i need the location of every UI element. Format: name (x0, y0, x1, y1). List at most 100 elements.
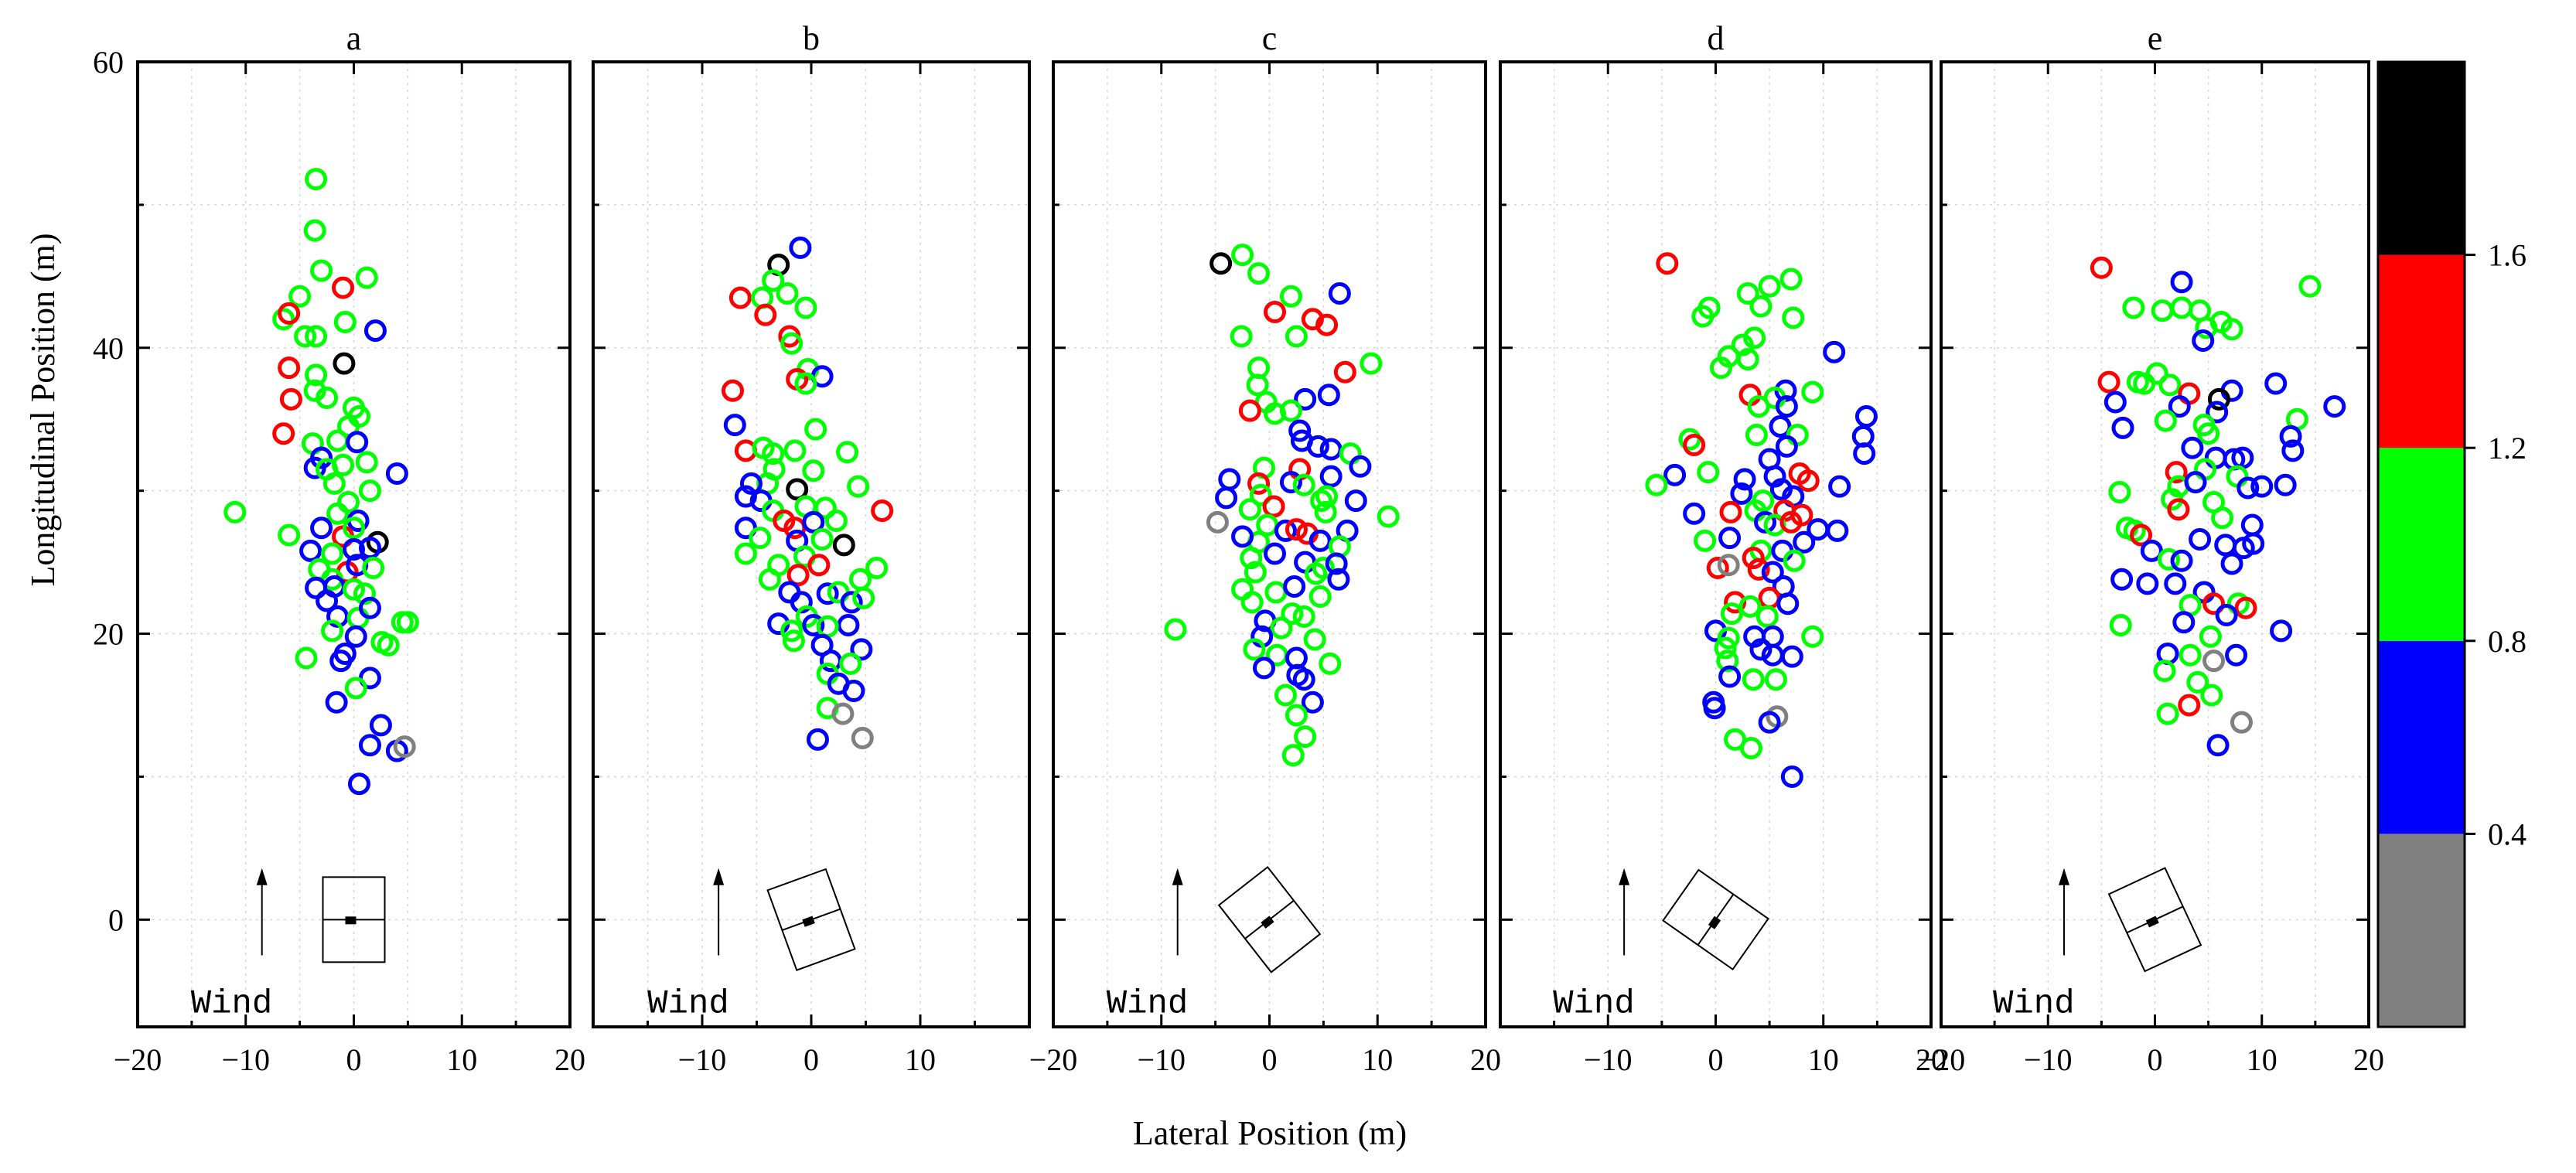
data-point (1717, 626, 1740, 650)
data-point (1240, 547, 1263, 570)
data-point (1801, 380, 1824, 404)
data-point (310, 517, 333, 540)
data-point (1292, 668, 1315, 691)
data-point (865, 557, 889, 580)
wind-indicator: Wind (191, 868, 272, 1024)
data-point (369, 714, 392, 737)
site-marker (1708, 916, 1721, 929)
data-point (1240, 591, 1264, 614)
data-point (2184, 471, 2207, 494)
data-point (343, 517, 365, 540)
y-tick-label: 40 (93, 331, 124, 366)
data-point (789, 236, 812, 259)
data-point (2204, 446, 2227, 469)
data-point (393, 735, 416, 759)
data-point (396, 611, 419, 634)
data-point (1694, 529, 1717, 552)
data-point (343, 537, 365, 561)
data-point (734, 439, 757, 462)
data-points (1645, 252, 1878, 788)
data-point (2215, 604, 2238, 627)
x-tick-label: −20 (1917, 1042, 1966, 1077)
data-point (2154, 409, 2177, 432)
x-tick-label: 20 (2353, 1042, 2384, 1077)
axis-ticks (136, 60, 571, 1027)
data-point (1377, 505, 1400, 528)
x-tick-label: 20 (1470, 1042, 1501, 1077)
data-point (1262, 495, 1285, 518)
data-point (1206, 510, 1229, 534)
panel-title: b (803, 19, 820, 57)
site-marker (802, 916, 815, 927)
data-point (778, 581, 801, 604)
panel-b: −10 0 10 b Wind (592, 19, 1031, 1077)
x-tick-label: 10 (2247, 1042, 2277, 1077)
data-point (842, 680, 865, 703)
data-point (2323, 395, 2346, 418)
x-tick-label: 20 (554, 1042, 585, 1077)
data-point (2164, 572, 2187, 595)
x-tick-label: 10 (446, 1042, 477, 1077)
data-point (1238, 498, 1261, 521)
data-point (2274, 473, 2297, 496)
data-point (303, 379, 326, 402)
data-point (1761, 561, 1784, 584)
data-point (2130, 523, 2153, 547)
data-point (2189, 528, 2212, 551)
wind-indicator: Wind (1993, 868, 2075, 1024)
data-point (1349, 455, 1372, 478)
data-point (1775, 435, 1798, 458)
data-point (1779, 268, 1803, 291)
data-point (1742, 547, 1765, 570)
data-point (1754, 510, 1777, 534)
data-point (1683, 502, 1706, 525)
data-point (1279, 471, 1302, 494)
wind-label: Wind (647, 985, 729, 1024)
data-point (1720, 602, 1743, 626)
data-point (762, 269, 785, 292)
grid-lines (1940, 61, 2370, 1027)
data-point (2170, 549, 2193, 572)
data-point (1344, 489, 1367, 513)
data-point (326, 429, 350, 452)
data-point (2097, 370, 2121, 394)
data-point (2211, 506, 2234, 530)
data-point (1294, 725, 1317, 748)
data-point (2199, 625, 2222, 648)
data-point (1736, 348, 1759, 371)
data-point (1691, 305, 1714, 328)
data-point (1231, 244, 1254, 267)
data-point (2158, 373, 2182, 397)
data-point (1793, 530, 1816, 554)
data-points (721, 236, 894, 751)
data-point (749, 527, 772, 550)
data-point (1319, 652, 1342, 675)
panel-title: c (1262, 19, 1278, 57)
data-point (2237, 476, 2260, 500)
data-point (832, 534, 855, 557)
data-point (2250, 475, 2274, 498)
data-point (1663, 463, 1687, 486)
data-point (303, 456, 326, 479)
data-point (1319, 438, 1343, 461)
data-point (819, 650, 842, 673)
data-point (1739, 736, 1762, 759)
data-point (1247, 262, 1271, 285)
data-point (2153, 660, 2176, 683)
data-point (1263, 301, 1286, 324)
wind-arrow-head (713, 868, 725, 885)
data-point (333, 310, 357, 333)
grid-lines (137, 61, 571, 1027)
data-point (272, 308, 295, 331)
data-point (1801, 625, 1824, 648)
data-point (786, 564, 810, 587)
data-point (2220, 318, 2243, 341)
data-point (1683, 434, 1706, 457)
x-tick-label: −10 (1137, 1042, 1186, 1077)
data-point (316, 589, 339, 612)
data-point (2192, 329, 2215, 353)
data-point (1285, 325, 1308, 348)
data-point (2168, 395, 2191, 418)
panel-title: e (2148, 19, 2163, 57)
data-point (1853, 442, 1876, 465)
